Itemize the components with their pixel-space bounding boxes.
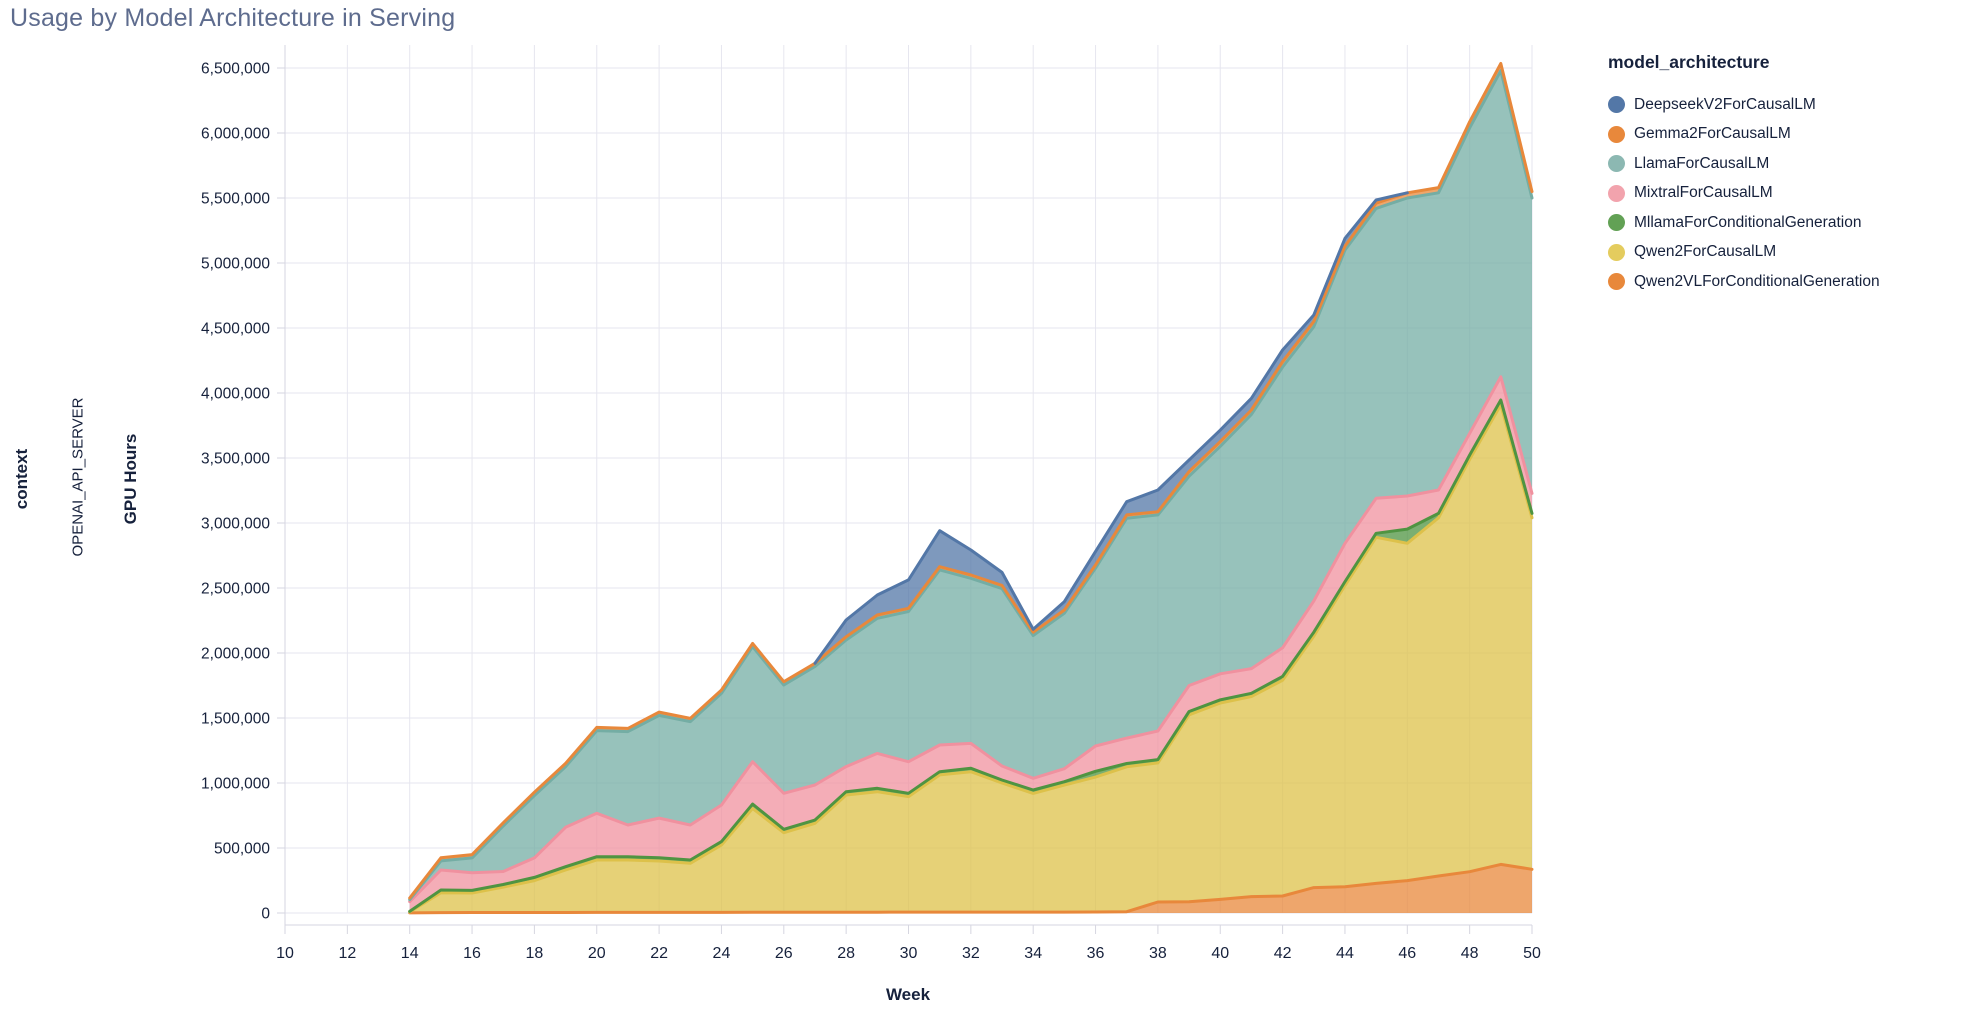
line-DeepseekV2ForCausalLM — [813, 191, 1409, 665]
y-tick-label: 3,000,000 — [201, 515, 270, 532]
legend-item-label: LlamaForCausalLM — [1634, 154, 1770, 172]
legend-swatch-icon — [1608, 214, 1625, 232]
x-tick-label: 24 — [713, 945, 731, 962]
x-tick-label: 12 — [338, 945, 356, 962]
legend-item: MixtralForCausalLM — [1608, 179, 1880, 209]
legend-swatch-icon — [1608, 96, 1625, 114]
line-Gemma2ForCausalLM — [408, 62, 1534, 900]
x-tick-label: 42 — [1274, 945, 1292, 962]
x-axis-title: Week — [885, 985, 931, 1004]
x-tick-label: 34 — [1024, 945, 1042, 962]
line-MllamaForConditionalGeneration — [408, 398, 1534, 913]
legend-item: MllamaForConditionalGeneration — [1608, 208, 1880, 238]
x-tick-label: 30 — [900, 945, 918, 962]
y-tick-label: 4,500,000 — [201, 320, 270, 337]
x-tick-label: 36 — [1087, 945, 1105, 962]
legend-items: DeepseekV2ForCausalLM Gemma2ForCausalLM Ll… — [1608, 90, 1880, 297]
x-tick-label: 28 — [837, 945, 855, 962]
line-MixtralForCausalLM — [408, 375, 1534, 904]
legend-swatch-icon — [1608, 184, 1625, 202]
x-tick-label: 48 — [1461, 945, 1479, 962]
legend-item: DeepseekV2ForCausalLM — [1608, 90, 1880, 120]
y-tick-label: 1,500,000 — [201, 710, 270, 727]
x-tick-label: 10 — [276, 945, 294, 962]
y-tick-label: 2,500,000 — [201, 580, 270, 597]
legend-swatch-icon — [1608, 155, 1625, 173]
legend-swatch-icon — [1608, 125, 1625, 143]
legend-item: Qwen2ForCausalLM — [1608, 238, 1880, 268]
y-tick-label: 1,000,000 — [201, 775, 270, 792]
x-tick-label: 18 — [526, 945, 544, 962]
legend-item: LlamaForCausalLM — [1608, 149, 1880, 179]
y-tick-label: 500,000 — [214, 840, 270, 857]
legend-swatch-icon — [1608, 243, 1625, 261]
x-tick-label: 38 — [1149, 945, 1167, 962]
x-tick-label: 26 — [775, 945, 793, 962]
y-tick-label: 3,500,000 — [201, 450, 270, 467]
x-tick-label: 46 — [1398, 945, 1416, 962]
y-tick-label: 6,500,000 — [201, 60, 270, 77]
y-tick-label: 2,000,000 — [201, 645, 270, 662]
legend-item-label: Qwen2VLForConditionalGeneration — [1634, 272, 1880, 290]
y-tick-label: 5,000,000 — [201, 255, 270, 272]
y-tick-label: 0 — [261, 905, 270, 922]
area-Qwen2VLForConditionalGeneration[interactable] — [409, 864, 1533, 913]
y-tick-label: 4,000,000 — [201, 385, 270, 402]
page-title: Usage by Model Architecture in Serving — [10, 4, 456, 32]
x-tick-label: 14 — [401, 945, 419, 962]
x-tick-label: 20 — [588, 945, 606, 962]
legend-item: Gemma2ForCausalLM — [1608, 120, 1880, 150]
x-tick-label: 22 — [650, 945, 668, 962]
area-LlamaForCausalLM[interactable] — [409, 70, 1533, 902]
x-tick-label: 32 — [962, 945, 980, 962]
y-tick-label: 5,500,000 — [201, 190, 270, 207]
legend-item-label: MllamaForConditionalGeneration — [1634, 213, 1862, 231]
x-tick-label: 40 — [1211, 945, 1229, 962]
legend-item-label: Gemma2ForCausalLM — [1634, 125, 1791, 143]
legend-item-label: DeepseekV2ForCausalLM — [1634, 95, 1816, 113]
legend-item-label: Qwen2ForCausalLM — [1634, 243, 1777, 261]
y-tick-label: 6,000,000 — [201, 125, 270, 142]
x-tick-label: 50 — [1523, 945, 1541, 962]
legend: model_architecture DeepseekV2ForCausalLM… — [1608, 52, 1880, 297]
area-Qwen2ForCausalLM[interactable] — [409, 404, 1533, 913]
x-tick-label: 16 — [463, 945, 481, 962]
legend-swatch-icon — [1608, 273, 1625, 291]
legend-title: model_architecture — [1608, 52, 1770, 72]
line-Qwen2ForCausalLM — [408, 403, 1534, 914]
x-tick-label: 44 — [1336, 945, 1354, 962]
legend-item-label: MixtralForCausalLM — [1634, 184, 1773, 202]
line-Qwen2VLForConditionalGeneration — [408, 862, 1534, 915]
legend-item: Qwen2VLForConditionalGeneration — [1608, 267, 1880, 297]
